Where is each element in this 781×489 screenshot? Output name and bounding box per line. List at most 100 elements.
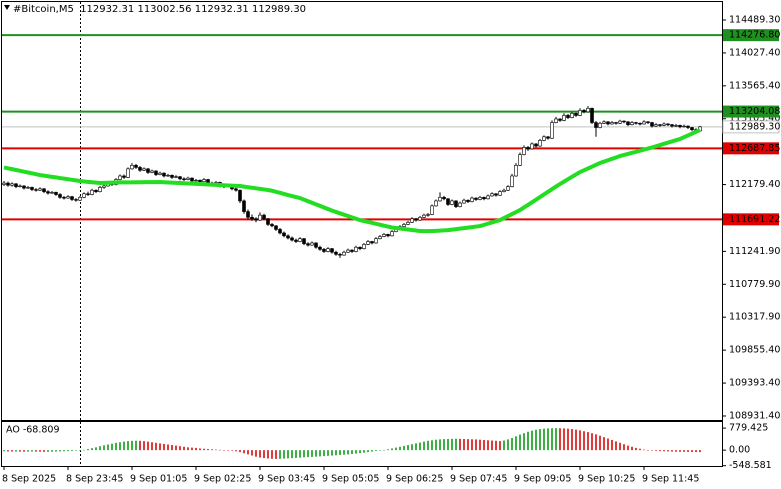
ao-bar [351,450,353,454]
y-tick-label: 112179.40 [729,179,780,190]
ao-bar [187,447,189,451]
ao-bar [339,450,341,455]
ao-bar [451,438,453,451]
ao-bar [503,440,505,451]
ao-bar [215,449,217,451]
y-tick-label: 113103.40 [729,113,780,124]
candle-body [434,200,438,207]
ao-bar [311,450,313,457]
ao-bar [255,450,257,457]
ao-bar [131,440,133,451]
candle-body [286,235,290,239]
candle-body [266,218,270,225]
ao-bar [99,446,101,451]
candle-body [378,236,382,239]
ao-bar [487,440,489,451]
ao-bar [419,442,421,451]
ao-bar [195,447,197,451]
level-label-box [723,142,779,155]
candle-body [386,234,390,237]
ao-bar [3,450,5,452]
last-price-label: 112989.30 [729,121,780,132]
candle-body [290,237,294,241]
candle-body [30,187,34,190]
candle-body [662,123,666,126]
candle-body [686,125,690,128]
marks: 114489.30 114027.40 113565.40 113103.40 1121… [2,15,780,485]
ao-bar [207,449,209,451]
price-panel-frame [1,1,723,421]
ao-bar [555,428,557,451]
ao-bar [411,444,413,451]
ao-bar [667,450,669,452]
ao-bar [331,450,333,456]
ao-bar [355,450,357,454]
ao-bar [523,433,525,451]
candle-body [522,147,526,155]
candle-body [174,176,178,178]
candle-body [354,246,358,252]
ao-bar [699,450,701,453]
ao-bar [123,441,125,451]
candle-body [410,218,414,223]
ao-bar [343,450,345,455]
ao-bar [379,450,381,451]
candle-body [670,124,674,127]
ao-bar [403,445,405,451]
candle-body [546,136,550,139]
candle-body [74,199,78,201]
ao-bar [279,450,281,459]
level-label-box [723,213,779,226]
ao-bar [623,444,625,451]
ao-bar [307,450,309,458]
candle-body [450,200,454,205]
level-label-box [723,105,779,118]
ao-bar [687,450,689,452]
candle-body [130,164,134,170]
ao-bar [203,448,205,451]
ao-bar [515,436,517,451]
candle-body [326,248,330,252]
ao-bar [23,450,25,452]
candle-body [578,110,582,116]
candle-body [622,120,626,123]
ao-bar [359,450,361,454]
ao-bar [263,450,265,459]
candle-body [254,218,258,221]
candle-body [366,241,370,245]
candle-body [446,198,450,205]
candle-body [574,112,578,116]
level-label: 111691.22 [729,214,780,225]
ao-bar [319,450,321,457]
ao-bar [619,442,621,451]
candle-body [346,249,350,253]
ao-bar [347,450,349,455]
candle-body [170,174,174,178]
ao-bar [79,450,81,451]
ao-bar [147,441,149,451]
ao-bar [535,429,537,451]
candle-body [626,121,630,125]
ao-bar [579,430,581,451]
candle-body [566,115,570,118]
candle-body [98,187,102,192]
symbol-icon [4,5,10,10]
ao-bar [191,447,193,451]
chart-title: #Bitcoin,M5 112932.31 113002.56 112932.3… [13,4,306,15]
ao-bar [691,450,693,452]
ao-bar [631,446,633,451]
ao-bar [463,438,465,451]
ao-bar [163,443,165,451]
candle-body [674,125,678,127]
ao-bar [423,441,425,451]
ao-bar [107,444,109,451]
ao-bar [439,439,441,451]
candle-body [458,202,462,207]
candle-body [630,122,634,125]
level-label: 113204.08 [729,106,780,117]
candle-body [34,189,38,191]
ao-bar [135,440,137,451]
ao-bar [459,438,461,451]
candle-body [490,193,494,197]
ao-bar [219,449,221,451]
